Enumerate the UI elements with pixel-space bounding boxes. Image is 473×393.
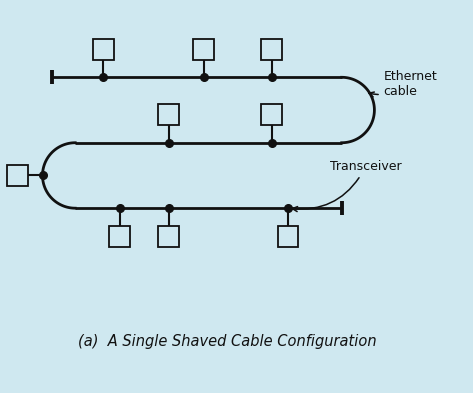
Bar [158, 226, 179, 246]
Bar [109, 226, 130, 246]
Bar [261, 39, 282, 59]
Text: Transceiver: Transceiver [292, 160, 402, 211]
Bar [193, 39, 214, 59]
Bar [7, 165, 27, 186]
Text: Ethernet
cable: Ethernet cable [369, 70, 438, 98]
Bar [261, 105, 282, 125]
Bar [93, 39, 114, 59]
Bar [158, 105, 179, 125]
Bar [278, 226, 298, 246]
Text: (a)  A Single Shaved Cable Configuration: (a) A Single Shaved Cable Configuration [78, 334, 377, 349]
